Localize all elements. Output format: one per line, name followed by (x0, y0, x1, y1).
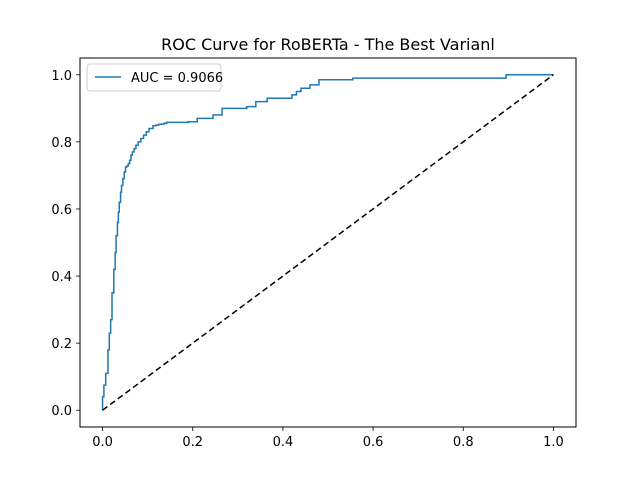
y-tick-label: 0.8 (51, 136, 72, 151)
roc-curve-line (101, 74, 554, 411)
chart-title: ROC Curve for RoBERTa - The Best Varianl (161, 35, 495, 54)
y-tick-label: 0.6 (51, 203, 72, 218)
x-tick-label: 0.8 (453, 435, 474, 450)
legend: AUC = 0.9066 (86, 63, 223, 92)
axes-frame (79, 57, 577, 428)
plot-area (101, 74, 554, 411)
x-tick-label: 0.0 (92, 435, 113, 450)
y-tick-label: 1.0 (51, 69, 72, 84)
legend-box (86, 63, 222, 92)
legend-label-roc: AUC = 0.9066 (131, 71, 223, 86)
x-tick-label: 0.2 (182, 435, 203, 450)
x-tick-label: 0.6 (363, 435, 384, 450)
x-tick-label: 1.0 (543, 435, 564, 450)
diagonal-reference-line (102, 74, 554, 411)
y-axis-ticks: 0.0 0.2 0.4 0.6 0.8 1.0 (51, 69, 80, 419)
y-tick-label: 0.2 (51, 337, 72, 352)
y-tick-label: 0.0 (51, 404, 72, 419)
x-tick-label: 0.4 (273, 435, 294, 450)
y-tick-label: 0.4 (51, 270, 72, 285)
x-axis-ticks: 0.0 0.2 0.4 0.6 0.8 1.0 (92, 427, 564, 450)
